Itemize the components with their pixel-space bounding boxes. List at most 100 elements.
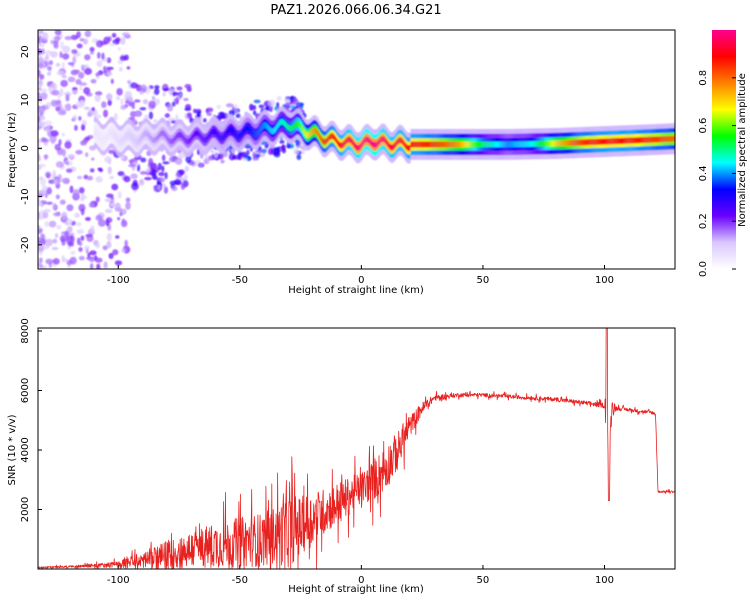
spectrogram-ridge-cell <box>597 138 599 145</box>
spectrogram-noise-cell <box>103 65 107 74</box>
spectrogram-noise-cell <box>54 30 62 36</box>
spectrogram-ridge-cell <box>425 141 427 148</box>
spectrogram-noise-cell <box>128 159 137 163</box>
spectrogram-ridge-cell <box>150 135 153 142</box>
spectrogram-ridge-cell <box>438 141 440 148</box>
spectrogram-ridge-cell <box>115 135 118 141</box>
spectrogram-ridge-cell <box>458 141 461 148</box>
spectrogram-noise-cell <box>163 186 169 194</box>
spectrogram-noise-cell <box>105 217 113 224</box>
spectrogram-noise-cell <box>45 238 53 247</box>
colorbar-ticks: 0.0 0.2 0.4 0.6 0.8 <box>698 70 736 277</box>
spectrogram-noise-cell <box>96 263 101 269</box>
spectrogram-noise-cell <box>164 113 171 118</box>
spectrogram-noise-cell <box>76 229 85 234</box>
spectrogram-y-tick-label: 0 <box>20 145 31 151</box>
spectrogram-noise-cell <box>151 163 157 169</box>
spectrogram-ridge-cell <box>280 118 283 125</box>
spectrogram-ridge-cell <box>493 141 496 148</box>
spectrogram-noise-cell <box>117 59 124 65</box>
spectrogram-ridge-cell <box>343 140 345 147</box>
spectrogram-ridge-cell <box>508 141 510 148</box>
spectrogram-noise-cell <box>53 179 59 185</box>
spectrogram-ridge-cell <box>254 131 256 138</box>
spectrogram-ridge-cell <box>533 141 535 147</box>
spectrogram-noise-cell <box>220 159 225 164</box>
spectrogram-noise-cell <box>111 32 117 38</box>
spectrogram-ridge-cell <box>296 120 299 127</box>
spectrogram-noise-cell <box>74 212 80 218</box>
spectrogram-noise-cell <box>166 104 174 112</box>
spectrogram-noise-cell <box>139 107 147 111</box>
spectrogram-ridge-cell <box>457 141 459 148</box>
spectrogram-ridge-cell <box>366 136 369 143</box>
spectrogram-ridge-cell <box>578 139 580 146</box>
spectrogram-noise-cell <box>120 98 124 106</box>
spectrogram-noise-cell <box>61 211 68 220</box>
spectrogram-noise-cell <box>296 153 302 161</box>
spectrogram-ridge-cell <box>244 127 246 133</box>
spectrogram-noise-cell <box>84 136 91 141</box>
spectrogram-noise-cell <box>78 247 83 252</box>
spectrogram-ridge-cell <box>238 133 240 140</box>
spectrogram-ridge-cell <box>264 122 267 129</box>
spectrogram-noise-cell <box>108 252 114 260</box>
spectrogram-ridge-cell <box>355 143 357 150</box>
spectrogram-noise-cell <box>38 73 45 80</box>
spectrogram-noise-cell <box>185 155 192 164</box>
spectrogram-ridge-cell <box>133 136 135 143</box>
spectrogram-ridge-cell <box>582 139 585 146</box>
spectrogram-ridge-cell <box>166 135 169 142</box>
spectrogram-ridge-cell <box>378 139 380 145</box>
spectrogram-ridge-cell <box>411 141 414 148</box>
spectrogram-noise-cell <box>79 82 87 86</box>
spectrogram-ridge-cell <box>413 141 415 148</box>
spectrogram-ridge-cell <box>474 141 477 148</box>
spectrogram-ridge-cell <box>601 138 604 145</box>
spectrogram-noise-cell <box>38 257 43 264</box>
spectrogram-ridge-cell <box>629 137 631 144</box>
spectrogram-ridge-cell <box>643 137 646 143</box>
spectrogram-noise-cell <box>46 124 50 132</box>
spectrogram-ridge-cell <box>649 136 652 143</box>
spectrogram-noise-cell <box>267 147 274 156</box>
spectrogram-ridge-cell <box>531 141 534 147</box>
spectrogram-noise-cell <box>234 103 238 109</box>
spectrogram-ridge-cell <box>563 140 566 147</box>
spectrogram-ridge-cell <box>131 135 134 141</box>
spectrogram-ridge-cell <box>429 141 432 148</box>
spectrogram-noise-cell <box>95 214 103 221</box>
spectrogram-noise-cell <box>125 197 131 203</box>
spectrogram-ridge-cell <box>579 139 582 146</box>
spectrogram-noise-cell <box>161 165 165 173</box>
spectrogram-ridge-cell <box>175 134 178 140</box>
spectrogram-ridge-cell <box>657 136 659 143</box>
spectrogram-noise-cell <box>103 109 109 118</box>
spectrogram-noise-cell <box>106 57 112 64</box>
spectrogram-noise-cell <box>85 216 91 221</box>
spectrogram-noise-cell <box>106 72 113 76</box>
spectrogram-noise-cell <box>119 55 127 62</box>
spectrogram-noise-cell <box>94 257 103 263</box>
spectrogram-ridge-cell <box>143 131 146 137</box>
spectrogram-ridge-cell <box>616 138 618 144</box>
spectrogram-ridge-cell <box>486 141 488 148</box>
spectrogram-noise-cell <box>38 86 42 91</box>
spectrogram-ridge-cell <box>502 141 504 148</box>
spectrogram-ridge-cell <box>659 136 662 143</box>
spectrogram-ridge-cell <box>562 140 564 147</box>
spectrogram-ridge-cell <box>546 140 548 147</box>
spectrogram-noise-cell <box>78 203 86 212</box>
spectrogram-ridge-cell <box>409 145 411 151</box>
spectrogram-ridge-cell <box>305 131 308 138</box>
spectrogram-ridge-cell <box>668 136 671 142</box>
spectrogram-noise-cell <box>65 94 70 102</box>
spectrogram-ridge-cell <box>353 141 356 148</box>
spectrogram-ridge-cell <box>330 133 332 140</box>
spectrogram-noise-cell <box>48 179 56 184</box>
spectrogram-noise-cell <box>79 85 83 91</box>
spectrogram-noise-cell <box>178 152 186 159</box>
spectrogram-ridge-cell <box>363 137 366 144</box>
spectrogram-ridge-cell <box>219 134 221 141</box>
spectrogram-ridge-cell <box>514 141 516 148</box>
